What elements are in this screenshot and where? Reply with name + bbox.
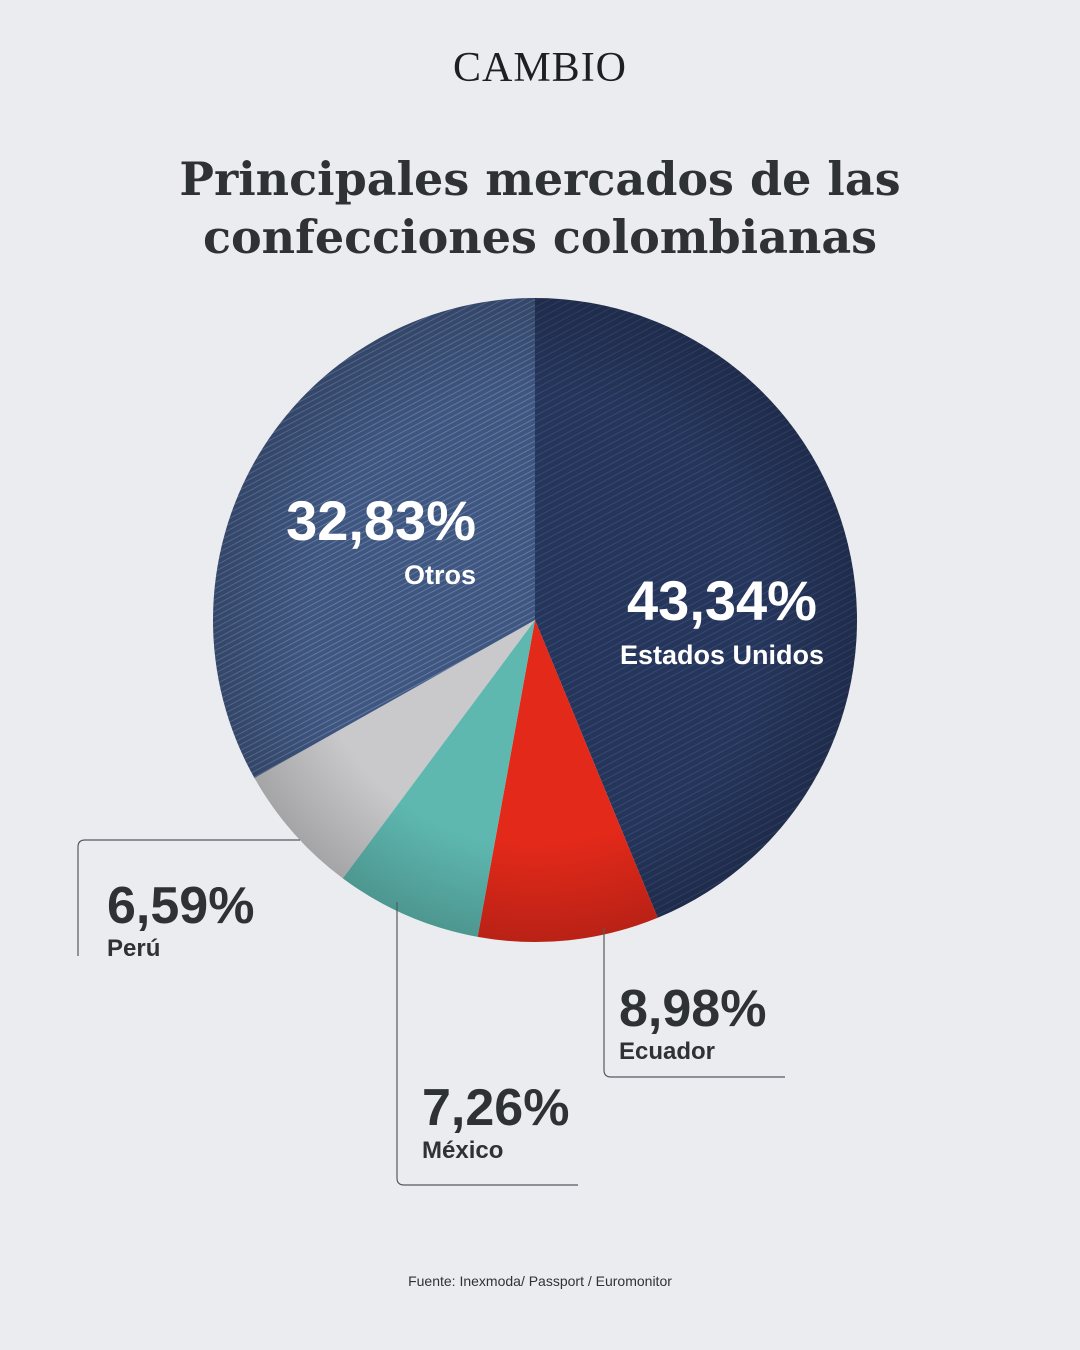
leader-peru xyxy=(77,839,300,956)
slice-value-otros: 32,83% xyxy=(286,489,476,552)
brand-logo: CAMBIO xyxy=(452,45,628,91)
pie-shading xyxy=(213,298,857,942)
title-line-2: confecciones colombianas xyxy=(202,210,878,264)
chart-title: Principales mercados de las confecciones… xyxy=(0,150,1080,266)
slice-label-mexico: México xyxy=(422,1137,503,1164)
slice-label-peru: Perú xyxy=(107,935,160,962)
slice-value-ecuador: 8,98% xyxy=(619,980,766,1038)
leader-mexico xyxy=(396,902,578,1186)
leader-ecuador xyxy=(603,928,785,1078)
slice-label-otros: Otros xyxy=(404,560,476,590)
slice-value-mexico: 7,26% xyxy=(422,1079,569,1137)
slice-label-ecuador: Ecuador xyxy=(619,1038,715,1065)
slice-label-estados-unidos: Estados Unidos xyxy=(620,640,824,670)
title-line-1: Principales mercados de las xyxy=(179,152,901,206)
source-note: Fuente: Inexmoda/ Passport / Euromonitor xyxy=(408,1273,672,1289)
slice-value-estados-unidos: 43,34% xyxy=(627,569,817,632)
slice-value-peru: 6,59% xyxy=(107,877,254,935)
